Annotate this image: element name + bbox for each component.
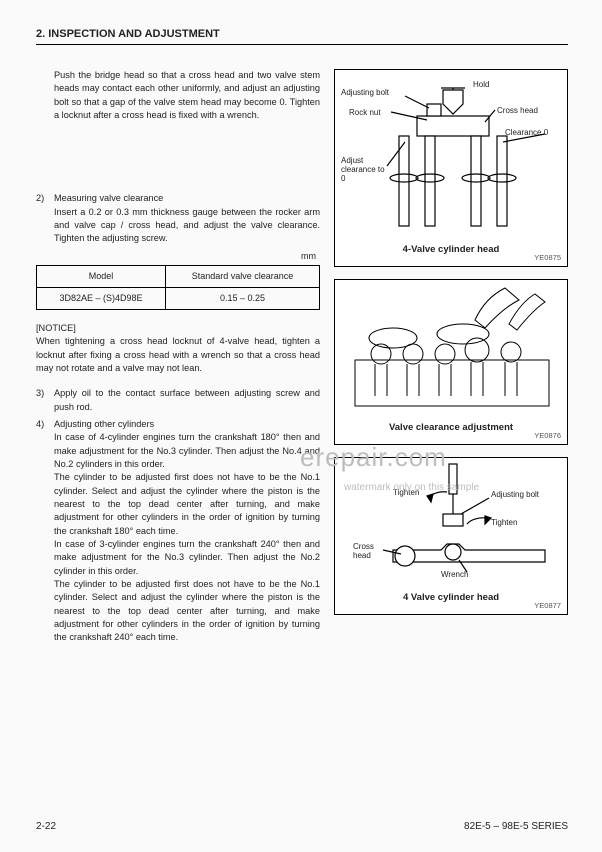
fig3-label-tighten1: Tighten — [393, 488, 419, 497]
fig3-diagram — [335, 458, 569, 588]
item-3: 3) Apply oil to the contact surface betw… — [36, 387, 320, 414]
item-2-title: Measuring valve clearance — [54, 193, 163, 203]
fig2-diagram — [335, 280, 569, 418]
page-footer: 2-22 82E-5 – 98E-5 SERIES — [36, 821, 568, 832]
fig3-label-tighten2: Tighten — [491, 518, 517, 527]
page-number: 2-22 — [36, 821, 56, 832]
fig1-label-clearance0: Clearance 0 — [505, 128, 548, 137]
notice-label: [NOTICE] — [36, 323, 76, 333]
item-2-number: 2) — [36, 192, 54, 245]
figure-3: Tighten Tighten Adjusting bolt Cross hea… — [334, 457, 568, 615]
fig2-caption: Valve clearance adjustment YE0876 — [335, 418, 567, 437]
fig3-code: YE0877 — [534, 601, 561, 610]
item-4-p1: In case of 4-cylinder engines turn the c… — [54, 432, 320, 469]
item-2-body: Insert a 0.2 or 0.3 mm thickness gauge b… — [54, 207, 320, 244]
figure-2: Valve clearance adjustment YE0876 — [334, 279, 568, 445]
fig1-label-cross-head: Cross head — [497, 106, 538, 115]
text-column: Push the bridge head so that a cross hea… — [36, 69, 320, 649]
figure-column: Adjusting bolt Rock nut Hold Cross head … — [334, 69, 568, 649]
table-unit: mm — [36, 250, 320, 263]
section-header: 2. INSPECTION AND ADJUSTMENT — [36, 28, 568, 45]
item-3-number: 3) — [36, 387, 54, 414]
item-3-body: Apply oil to the contact surface between… — [54, 387, 320, 414]
notice-block: [NOTICE] When tightening a cross head lo… — [36, 322, 320, 375]
figure-1: Adjusting bolt Rock nut Hold Cross head … — [334, 69, 568, 267]
table-cell-clearance: 0.15 – 0.25 — [166, 287, 320, 309]
section-title: 2. INSPECTION AND ADJUSTMENT — [36, 28, 220, 40]
notice-body: When tightening a cross head locknut of … — [36, 336, 320, 373]
series-label: 82E-5 – 98E-5 SERIES — [464, 821, 568, 832]
item-2: 2) Measuring valve clearance Insert a 0.… — [36, 192, 320, 245]
paragraph-1: Push the bridge head so that a cross hea… — [36, 69, 320, 122]
fig1-label-rock-nut: Rock nut — [349, 108, 381, 117]
fig3-label-wrench: Wrench — [441, 570, 468, 579]
item-4-p4: The cylinder to be adjusted first does n… — [54, 579, 320, 642]
fig3-caption: 4 Valve cylinder head YE0877 — [335, 588, 567, 607]
table-cell-model: 3D82AE – (S)4D98E — [37, 287, 166, 309]
fig1-label-hold: Hold — [473, 80, 489, 89]
table-header-model: Model — [37, 265, 166, 287]
item-4-p3: In case of 3-cylinder engines turn the c… — [54, 539, 320, 576]
fig1-label-adjusting-bolt: Adjusting bolt — [341, 88, 389, 97]
fig3-label-adjusting-bolt: Adjusting bolt — [491, 490, 541, 499]
content-columns: Push the bridge head so that a cross hea… — [36, 69, 568, 649]
valve-clearance-table: Model Standard valve clearance 3D82AE – … — [36, 265, 320, 310]
item-4-number: 4) — [36, 418, 54, 645]
fig1-code: YE0875 — [534, 253, 561, 262]
table-header-clearance: Standard valve clearance — [166, 265, 320, 287]
fig3-label-cross-head: Cross head — [353, 542, 387, 560]
item-4: 4) Adjusting other cylinders In case of … — [36, 418, 320, 645]
fig2-code: YE0876 — [534, 431, 561, 440]
fig1-label-adjust-clearance: Adjust clearance to 0 — [341, 156, 391, 183]
item-4-p2: The cylinder to be adjusted first does n… — [54, 472, 320, 535]
fig1-caption: 4-Valve cylinder head YE0875 — [335, 240, 567, 259]
item-4-title: Adjusting other cylinders — [54, 419, 154, 429]
